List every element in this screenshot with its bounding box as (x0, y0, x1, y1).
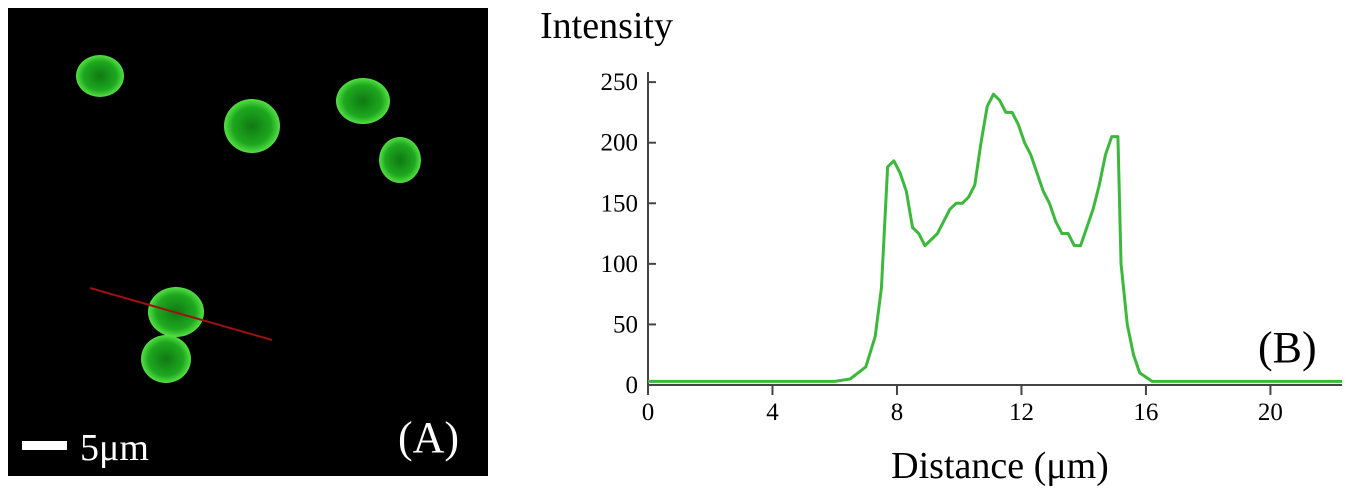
y-tick-label: 0 (626, 372, 639, 399)
x-tick-label: 12 (1009, 399, 1034, 426)
x-tick-label: 0 (642, 399, 655, 426)
y-tick-label: 250 (601, 69, 639, 96)
x-axis-label: Distance (μm) (891, 445, 1109, 487)
y-axis-label: Intensity (540, 5, 673, 47)
x-tick-label: 16 (1133, 399, 1158, 426)
panel-label: (A) (398, 413, 459, 462)
y-tick-label: 50 (613, 311, 638, 338)
line-series (648, 92, 1342, 383)
scale-bar-label: 5μm (80, 427, 149, 469)
cells (76, 55, 421, 383)
scale-bar (22, 441, 67, 450)
x-tick-label: 4 (766, 399, 779, 426)
y-tick-label: 200 (601, 130, 639, 157)
y-tick-label: 150 (601, 190, 639, 217)
x-tick-label: 8 (891, 399, 904, 426)
panel-label: (B) (1258, 323, 1317, 372)
x-tick-label: 20 (1258, 399, 1283, 426)
y-tick-label: 100 (601, 251, 639, 278)
